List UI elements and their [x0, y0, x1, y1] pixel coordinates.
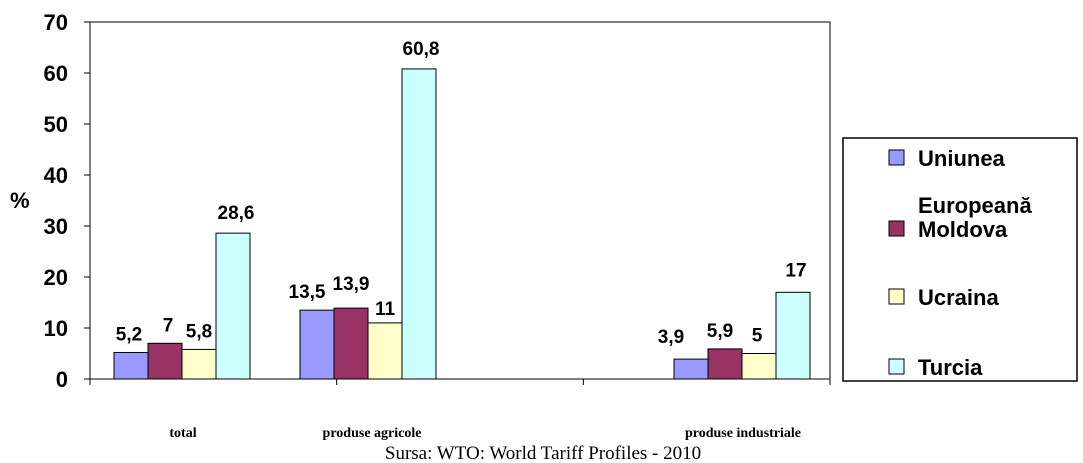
y-tick-label: 20	[44, 265, 68, 290]
bar	[707, 348, 743, 380]
source-note: Sursa: WTO: World Tariff Profiles - 2010	[385, 443, 701, 463]
bar	[215, 232, 251, 380]
bar	[333, 307, 369, 380]
legend-label: Turcia	[918, 355, 983, 380]
data-label: 17	[785, 260, 806, 281]
data-label: 3,9	[658, 327, 684, 348]
y-tick-label: 40	[44, 163, 68, 188]
legend-swatch	[888, 220, 905, 237]
bar	[113, 351, 149, 380]
data-label: 13,9	[333, 274, 370, 295]
bar	[741, 353, 777, 380]
legend-label: Uniunea Europeană	[918, 146, 1032, 218]
data-label: 11	[375, 299, 396, 320]
bar	[401, 68, 437, 380]
legend-swatch	[888, 149, 905, 166]
data-label: 28,6	[218, 203, 255, 224]
legend-swatch	[888, 358, 905, 375]
data-label: 60,8	[403, 39, 440, 60]
data-label: 7	[163, 315, 174, 336]
bar	[775, 291, 811, 380]
bar	[147, 342, 183, 380]
legend-label: Ucraina	[918, 285, 999, 310]
x-category-label: total	[169, 426, 196, 441]
y-tick-label: 70	[44, 10, 68, 35]
y-axis-label: %	[10, 188, 30, 213]
data-label: 5,8	[186, 321, 212, 342]
y-tick-label: 10	[44, 316, 68, 341]
y-tick-label: 50	[44, 112, 68, 137]
bar	[367, 322, 403, 380]
y-tick-label: 30	[44, 214, 68, 239]
data-label: 5	[752, 326, 763, 347]
legend-label: Moldova	[918, 217, 1008, 242]
data-label: 5,9	[707, 321, 733, 342]
bar	[299, 309, 335, 380]
data-label: 5,2	[116, 324, 142, 345]
x-category-label: produse agricole	[323, 426, 422, 441]
legend-swatch	[888, 288, 905, 305]
legend-box	[842, 137, 1078, 382]
data-label: 13,5	[289, 282, 326, 303]
plot-area-frame	[89, 21, 831, 380]
y-tick-label: 0	[56, 367, 68, 392]
y-tick-label: 60	[44, 61, 68, 86]
bar	[673, 358, 709, 380]
x-category-label: produse industriale	[685, 426, 801, 441]
bar	[181, 348, 217, 380]
